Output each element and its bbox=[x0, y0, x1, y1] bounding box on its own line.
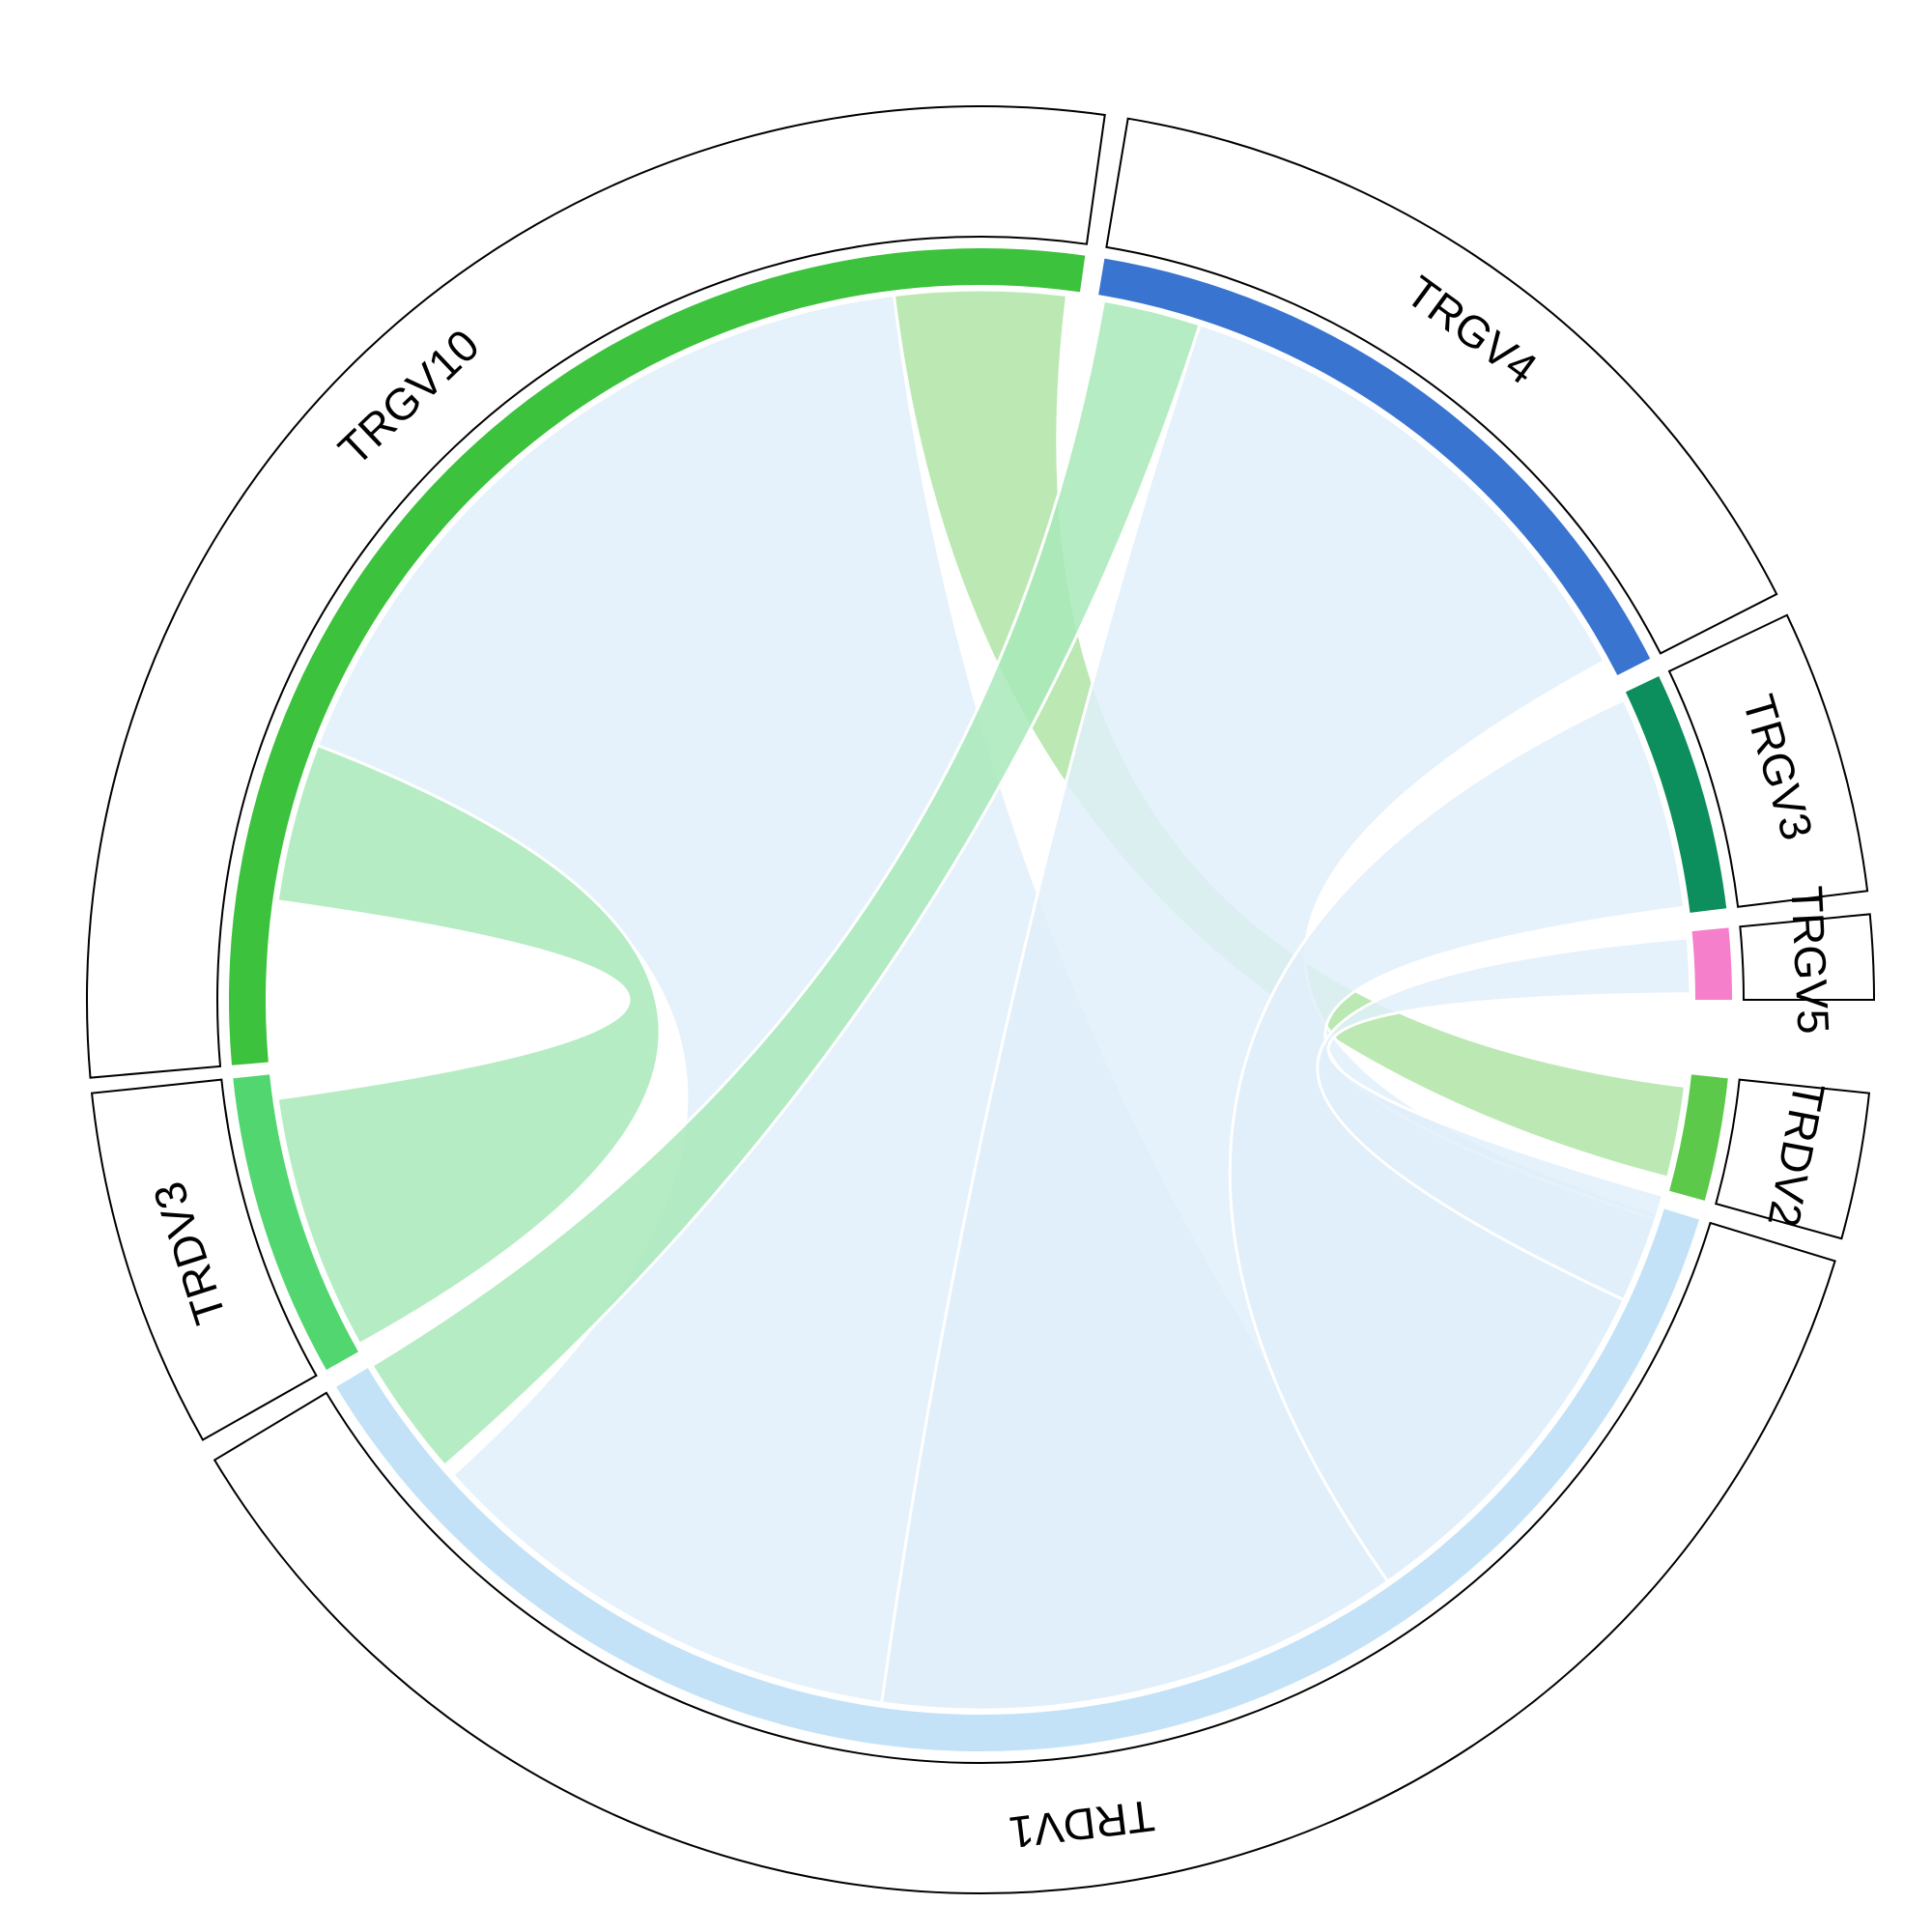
sector-label-box-trgv5 bbox=[1739, 913, 1876, 1001]
sector-arc-trgv4 bbox=[1098, 258, 1651, 676]
sector-arc-trdv3 bbox=[233, 1074, 358, 1371]
sector-arc-trgv3 bbox=[1625, 676, 1727, 913]
sector-label-box-trdv2 bbox=[1715, 1078, 1871, 1240]
chord-link-trgv3-trdv1 bbox=[1228, 697, 1687, 1584]
chord-link-trgv4-trdv3 bbox=[369, 298, 1203, 1468]
sector-label-box-trdv1 bbox=[213, 1221, 1836, 1894]
sector-arc-trdv2 bbox=[1669, 1074, 1728, 1201]
chord-links bbox=[275, 288, 1692, 1712]
chord-link-trgv5-trdv1 bbox=[1316, 936, 1692, 1302]
label-track bbox=[86, 105, 1876, 1894]
sector-label-box-trgv3 bbox=[1667, 613, 1869, 908]
sector-arc-trdv1 bbox=[336, 1208, 1700, 1752]
sector-arc-trgv5 bbox=[1691, 927, 1732, 1000]
sector-label-box-trdv3 bbox=[90, 1078, 318, 1441]
sector-label-box-trgv4 bbox=[1105, 117, 1778, 655]
sector-label-trgv5: TRGV5 bbox=[1781, 885, 1838, 1036]
sector-track bbox=[228, 247, 1732, 1752]
chord-link-trgv10-trdv3 bbox=[275, 743, 662, 1347]
sector-label-box-trgv10 bbox=[86, 105, 1106, 1079]
